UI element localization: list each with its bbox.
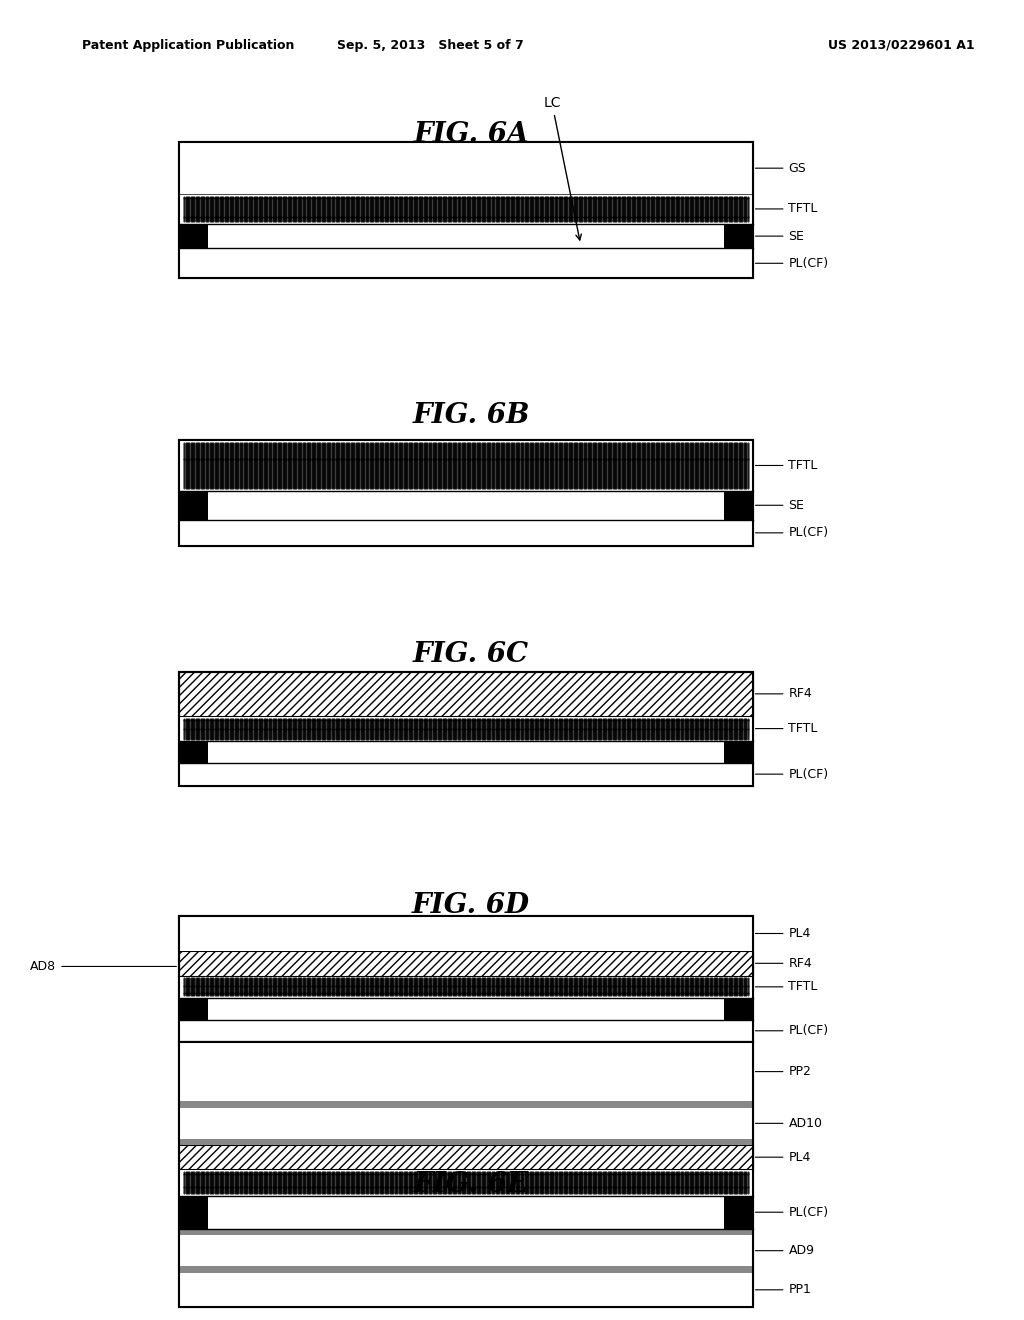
Text: FIG. 6C: FIG. 6C	[413, 642, 529, 668]
Text: SE: SE	[756, 230, 805, 243]
FancyBboxPatch shape	[724, 741, 753, 763]
FancyBboxPatch shape	[724, 1196, 753, 1229]
Text: Patent Application Publication: Patent Application Publication	[82, 38, 294, 51]
FancyBboxPatch shape	[724, 224, 753, 248]
Text: PL(CF): PL(CF)	[756, 257, 828, 269]
FancyBboxPatch shape	[179, 1146, 753, 1170]
Text: PL4: PL4	[756, 927, 811, 940]
FancyBboxPatch shape	[179, 194, 753, 224]
FancyBboxPatch shape	[179, 143, 753, 194]
FancyBboxPatch shape	[179, 1236, 753, 1266]
FancyBboxPatch shape	[179, 1196, 753, 1229]
FancyBboxPatch shape	[179, 1272, 753, 1307]
FancyBboxPatch shape	[179, 491, 208, 520]
FancyBboxPatch shape	[179, 672, 753, 785]
Text: FIG. 6D: FIG. 6D	[412, 892, 530, 920]
Text: FIG. 6E: FIG. 6E	[414, 1171, 528, 1197]
Text: AD9: AD9	[756, 1245, 814, 1257]
FancyBboxPatch shape	[724, 491, 753, 520]
Text: Sep. 5, 2013   Sheet 5 of 7: Sep. 5, 2013 Sheet 5 of 7	[337, 38, 523, 51]
FancyBboxPatch shape	[179, 1041, 753, 1307]
FancyBboxPatch shape	[179, 491, 753, 520]
FancyBboxPatch shape	[179, 1101, 753, 1107]
Text: TFTL: TFTL	[756, 202, 818, 215]
FancyBboxPatch shape	[179, 763, 753, 785]
Text: PP2: PP2	[756, 1065, 811, 1078]
Text: PL(CF): PL(CF)	[756, 1024, 828, 1038]
Text: SE: SE	[756, 499, 805, 512]
Text: TFTL: TFTL	[756, 722, 818, 735]
Text: LC: LC	[543, 96, 582, 240]
FancyBboxPatch shape	[179, 1139, 753, 1146]
FancyBboxPatch shape	[179, 1041, 753, 1101]
FancyBboxPatch shape	[179, 1229, 753, 1236]
Text: TFTL: TFTL	[756, 459, 818, 473]
FancyBboxPatch shape	[179, 916, 753, 950]
Text: PL(CF): PL(CF)	[756, 768, 828, 780]
Text: TFTL: TFTL	[756, 981, 818, 994]
FancyBboxPatch shape	[179, 440, 753, 546]
Text: PL(CF): PL(CF)	[756, 1205, 828, 1218]
FancyBboxPatch shape	[179, 1107, 753, 1139]
Text: PP1: PP1	[756, 1283, 811, 1296]
FancyBboxPatch shape	[179, 143, 753, 279]
FancyBboxPatch shape	[724, 998, 753, 1020]
FancyBboxPatch shape	[179, 248, 753, 279]
Text: RF4: RF4	[756, 957, 812, 970]
Text: FIG. 6B: FIG. 6B	[413, 401, 529, 429]
Text: PL(CF): PL(CF)	[756, 527, 828, 540]
Text: AD10: AD10	[756, 1117, 822, 1130]
FancyBboxPatch shape	[179, 520, 753, 546]
FancyBboxPatch shape	[179, 950, 753, 975]
FancyBboxPatch shape	[179, 440, 753, 491]
FancyBboxPatch shape	[179, 998, 208, 1020]
Text: FIG. 6A: FIG. 6A	[414, 121, 528, 148]
FancyBboxPatch shape	[179, 975, 753, 998]
FancyBboxPatch shape	[179, 715, 753, 741]
Text: RF4: RF4	[756, 688, 812, 701]
FancyBboxPatch shape	[179, 1170, 753, 1196]
Text: AD8: AD8	[30, 960, 176, 973]
FancyBboxPatch shape	[179, 741, 753, 763]
FancyBboxPatch shape	[179, 998, 753, 1020]
FancyBboxPatch shape	[179, 1020, 753, 1041]
Text: US 2013/0229601 A1: US 2013/0229601 A1	[827, 38, 975, 51]
FancyBboxPatch shape	[179, 672, 753, 715]
FancyBboxPatch shape	[179, 224, 208, 248]
FancyBboxPatch shape	[179, 916, 753, 1041]
Text: GS: GS	[756, 161, 806, 174]
FancyBboxPatch shape	[179, 741, 208, 763]
FancyBboxPatch shape	[179, 1266, 753, 1272]
FancyBboxPatch shape	[179, 224, 753, 248]
Text: PL4: PL4	[756, 1151, 811, 1164]
FancyBboxPatch shape	[179, 1196, 208, 1229]
